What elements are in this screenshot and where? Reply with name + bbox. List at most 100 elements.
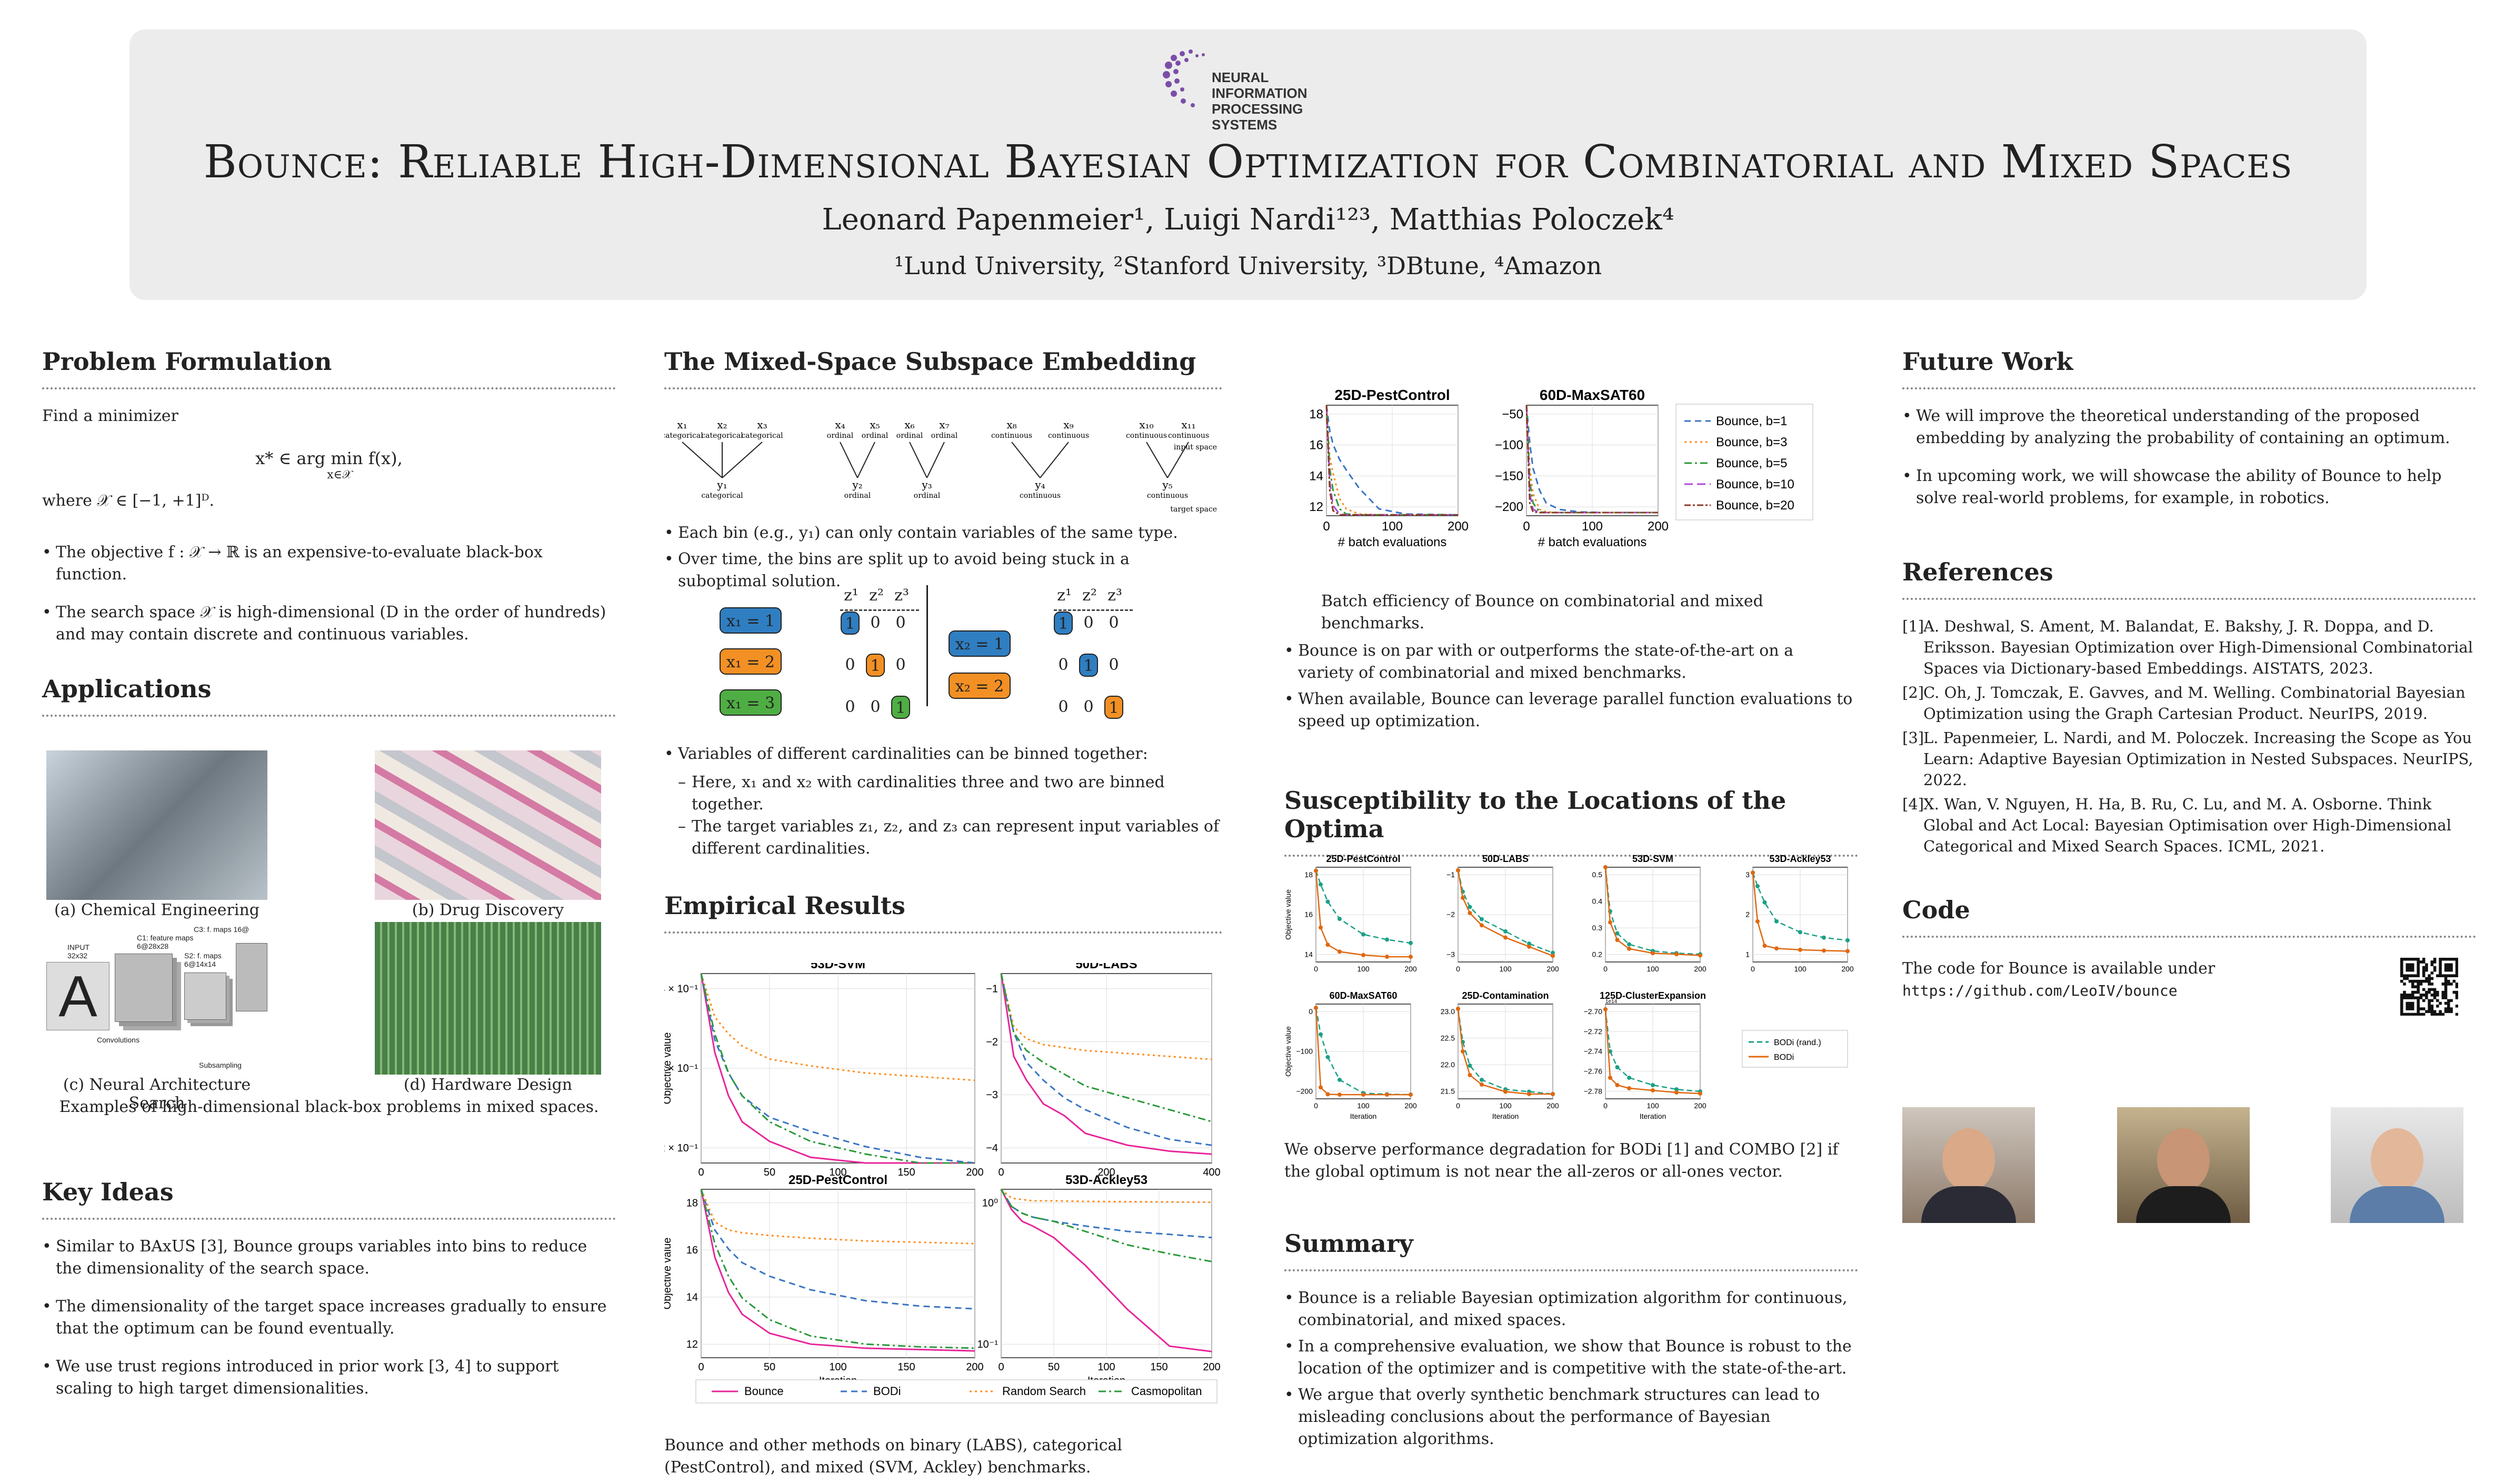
x-tick-label: 0 <box>998 1167 1004 1178</box>
qr-module <box>2422 974 2426 977</box>
qr-module <box>2455 958 2458 961</box>
caption-c: (c) Neural Architecture Search <box>63 1076 251 1112</box>
caption-a: (a) Chemical Engineering <box>54 901 260 919</box>
data-point <box>1480 917 1484 921</box>
data-point <box>1615 938 1620 942</box>
x-tick-label: 200 <box>1546 965 1559 973</box>
x-tick-label: 200 <box>966 1167 983 1178</box>
qr-module <box>2433 994 2437 997</box>
poster-title: Bounce: Reliable High-Dimensional Bayesi… <box>203 136 2293 188</box>
y-tick-label: 10⁰ <box>982 1197 998 1209</box>
qr-module <box>2430 982 2434 986</box>
x-tick-label: 0 <box>1314 965 1318 973</box>
qr-module <box>2400 968 2403 972</box>
qr-module <box>2400 960 2403 964</box>
suscept-legend-label: BODi (rand.) <box>1774 1038 1821 1047</box>
chart-group: 53D-Ackley53 0 100 200 3 2 1 <box>1745 854 1854 973</box>
x1-matrix-cell: 0 <box>845 698 855 716</box>
qr-module <box>2406 1012 2409 1016</box>
qr-module <box>2447 958 2450 961</box>
qr-module <box>2419 982 2423 986</box>
qr-module <box>2447 999 2450 1002</box>
qr-module <box>2422 999 2426 1002</box>
qr-module <box>2441 994 2445 997</box>
qr-module <box>2430 977 2434 980</box>
axis-exponent: 1e14 <box>1605 999 1618 1005</box>
input-var-type: continuous <box>991 432 1032 440</box>
x-tick-label: 100 <box>829 1361 846 1373</box>
data-point <box>1651 1088 1655 1092</box>
reference-number: [1] <box>1902 617 1924 635</box>
x1-matrix-cell: 1 <box>866 654 885 677</box>
x-tick-label: 0 <box>998 1361 1004 1373</box>
qr-module <box>2433 958 2437 961</box>
qr-module <box>2439 958 2442 961</box>
y-tick-label: −200 <box>1296 1087 1313 1095</box>
qr-module <box>2425 977 2428 980</box>
data-point <box>1325 1055 1330 1059</box>
qr-module <box>2414 985 2417 988</box>
y-tick-label: 3 <box>1745 870 1750 879</box>
qr-module <box>2400 971 2403 975</box>
qr-module <box>2400 1012 2403 1016</box>
x-tick-label: 200 <box>1841 965 1854 973</box>
data-point <box>1627 942 1631 947</box>
x1-matrix-cell: 0 <box>870 698 881 716</box>
x-tick-label: 100 <box>829 1167 846 1178</box>
legend-label: Casmopolitan <box>1131 1385 1202 1398</box>
qr-module <box>2455 994 2458 997</box>
problem-section: Problem Formulation Find a minimizer x* … <box>42 347 616 661</box>
x-tick-label: 100 <box>1382 519 1403 534</box>
caption-d: (d) Hardware Design <box>403 1076 573 1094</box>
embedding-arrow <box>926 442 945 478</box>
qr-module <box>2411 996 2414 999</box>
input-var-label: x₇ <box>939 418 949 431</box>
data-point <box>1456 868 1460 873</box>
qr-module <box>2450 968 2453 972</box>
qr-module <box>2455 974 2458 977</box>
series-line <box>700 1189 975 1310</box>
qr-module <box>2436 974 2439 977</box>
qr-module <box>2436 1012 2439 1016</box>
data-point <box>1551 950 1555 955</box>
data-point <box>1845 938 1850 942</box>
qr-module <box>2411 958 2414 961</box>
qr-module <box>2417 958 2420 961</box>
qr-module <box>2433 988 2437 991</box>
y-tick-label: −100 <box>1495 438 1523 453</box>
x2-matrix-cell: 1 <box>1104 696 1123 719</box>
x1-value-badge: x₁ = 3 <box>720 689 782 716</box>
qr-module <box>2444 963 2448 967</box>
batch-bullet-1: Bounce is on par with or outperforms the… <box>1284 640 1853 684</box>
qr-module <box>2400 974 2403 977</box>
data-point <box>1603 865 1608 869</box>
qr-code-icon[interactable] <box>2400 958 2458 1016</box>
chart-title: 60D-MaxSAT60 <box>1540 387 1645 403</box>
x-tick-label: 50 <box>1048 1361 1060 1373</box>
series-line <box>700 973 975 1164</box>
input-var-label: x₄ <box>835 418 845 431</box>
authors: Leonard Papenmeier¹, Luigi Nardi¹²³, Mat… <box>822 203 1674 237</box>
cnn-input-glyph: A <box>46 962 109 1030</box>
data-point <box>1325 942 1330 947</box>
series-line <box>700 1189 975 1349</box>
data-point <box>1409 941 1413 945</box>
problem-heading: Problem Formulation <box>42 347 616 389</box>
qr-module <box>2400 958 2403 961</box>
qr-module <box>2408 963 2412 967</box>
qr-module <box>2425 963 2428 967</box>
input-var-label: x₉ <box>1063 418 1073 431</box>
data-point <box>1361 952 1365 957</box>
qr-module <box>2425 994 2428 997</box>
qr-module <box>2414 990 2417 994</box>
qr-module <box>2408 994 2412 997</box>
x-tick-label: 200 <box>1694 965 1706 973</box>
qr-module <box>2411 1001 2414 1005</box>
legend: Bounce BODi Random Search Casmopolitan <box>695 1379 1217 1403</box>
code-url[interactable]: https://github.com/LeoIV/bounce <box>1902 982 2178 999</box>
qr-module <box>2406 968 2409 972</box>
data-point <box>1798 947 1802 952</box>
logo-text-1: NEURAL INFORMATION <box>1212 69 1308 101</box>
qr-module <box>2430 971 2434 975</box>
data-point <box>1845 949 1850 954</box>
